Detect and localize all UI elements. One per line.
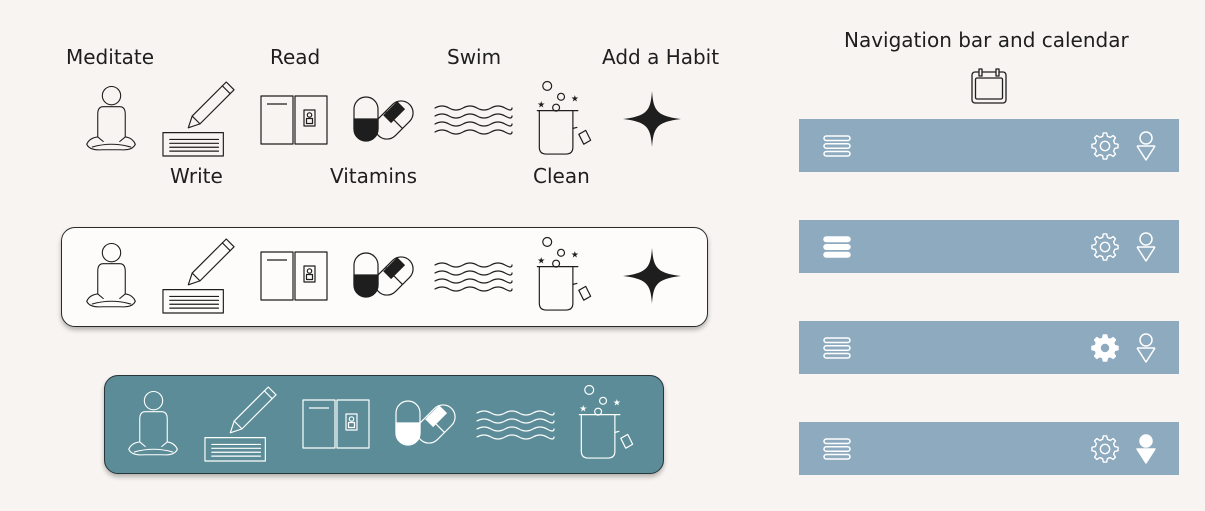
read-icon[interactable] [260, 251, 328, 301]
profile-icon[interactable] [1135, 333, 1157, 363]
menu-icon[interactable] [823, 337, 851, 359]
navbar-profile-active [799, 422, 1179, 475]
vitamins-icon[interactable] [352, 251, 419, 301]
meditate-icon[interactable] [126, 390, 181, 458]
vitamins-icon[interactable] [394, 399, 461, 449]
habit-bar-teal [104, 375, 664, 474]
label-vitamins: Vitamins [330, 164, 418, 188]
calendar-icon[interactable] [971, 68, 1007, 104]
navbar-default [799, 119, 1179, 172]
label-clean: Clean [533, 164, 590, 188]
vitamins-icon[interactable] [352, 95, 419, 145]
swim-icon[interactable] [434, 103, 513, 137]
swim-icon[interactable] [476, 408, 555, 442]
menu-icon[interactable] [823, 438, 851, 460]
profile-icon[interactable] [1135, 232, 1157, 262]
clean-icon[interactable] [534, 80, 594, 158]
clean-icon[interactable] [534, 236, 594, 314]
settings-icon[interactable] [1091, 334, 1119, 362]
navbar-settings-active [799, 321, 1179, 374]
label-read: Read [270, 45, 321, 69]
profile-icon[interactable] [1135, 434, 1157, 464]
nav-section-title: Navigation bar and calendar [844, 28, 1129, 52]
meditate-icon[interactable] [84, 242, 139, 310]
menu-icon[interactable] [823, 236, 851, 258]
label-meditate: Meditate [66, 45, 155, 69]
read-icon[interactable] [260, 95, 328, 145]
settings-icon[interactable] [1091, 132, 1119, 160]
add-habit-icon[interactable] [623, 91, 681, 147]
clean-icon[interactable] [576, 384, 636, 462]
add-habit-icon[interactable] [623, 248, 681, 304]
habit-bar-light [61, 227, 708, 327]
settings-icon[interactable] [1091, 233, 1119, 261]
settings-icon[interactable] [1091, 435, 1119, 463]
write-icon[interactable] [162, 80, 236, 158]
label-add-habit: Add a Habit [602, 45, 720, 69]
navbar-menu-active [799, 220, 1179, 273]
meditate-icon[interactable] [84, 85, 139, 153]
profile-icon[interactable] [1135, 131, 1157, 161]
swim-icon[interactable] [434, 260, 513, 294]
label-write: Write [170, 164, 223, 188]
menu-icon[interactable] [823, 135, 851, 157]
write-icon[interactable] [162, 237, 236, 315]
read-icon[interactable] [302, 399, 370, 449]
label-swim: Swim [447, 45, 502, 69]
write-icon[interactable] [204, 385, 278, 463]
